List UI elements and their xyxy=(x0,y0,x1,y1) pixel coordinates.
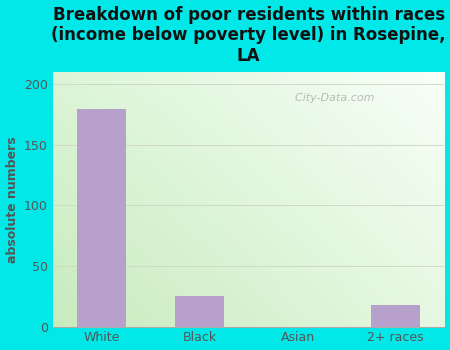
Text: City-Data.com: City-Data.com xyxy=(288,93,374,103)
Bar xyxy=(371,305,420,327)
Bar xyxy=(77,108,126,327)
Bar xyxy=(175,296,224,327)
Title: Breakdown of poor residents within races
(income below poverty level) in Rosepin: Breakdown of poor residents within races… xyxy=(51,6,446,65)
Y-axis label: absolute numbers: absolute numbers xyxy=(5,136,18,263)
